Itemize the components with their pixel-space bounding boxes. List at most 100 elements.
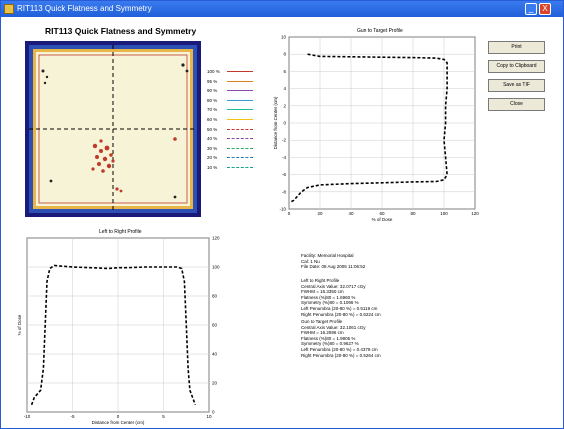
lr-right-penumbra: Right Penumbra (20-80 %) = 0.6224 cm	[301, 311, 381, 317]
x-tick-label: 10	[206, 414, 212, 419]
legend-label: 70 %	[207, 107, 218, 113]
contour-legend: 100 % 95 % 90 % 80 % 70 % 60 % 50 % 40 % 30 % 20 …	[207, 69, 257, 175]
gt-central-axis: Central Axis Value: 32.1061 cGy	[301, 324, 366, 330]
legend-label: 10 %	[207, 164, 218, 170]
y-tick-label: 0	[283, 121, 286, 126]
report-heading: RIT113 Quick Flatness and Symmetry	[45, 26, 197, 36]
y-tick-label: 0	[212, 410, 215, 415]
y-tick-label: 10	[281, 35, 287, 40]
profile-line	[290, 53, 448, 203]
x-tick-label: 100	[440, 211, 448, 216]
facility-text: Facility: Memorial Hospital	[301, 253, 354, 258]
y-tick-label: -6	[282, 172, 286, 177]
facility-info: Facility: Memorial Hospital Cal: 1 Nu Fi…	[301, 253, 365, 270]
legend-swatch	[227, 118, 253, 120]
y-tick-label: 20	[212, 381, 218, 386]
lr-central-axis: Central Axis Value: 32.0717 cGy	[301, 283, 366, 289]
legend-swatch	[227, 80, 253, 82]
gt-fwhm: FWHM = 16.2596 cm	[301, 330, 344, 336]
close-button[interactable]: Close	[488, 98, 545, 111]
app-icon	[4, 4, 14, 14]
legend-swatch	[227, 90, 253, 92]
dose-contour-map	[25, 41, 201, 217]
legend-item: 95 %	[207, 79, 257, 89]
y-tick-label: 4	[283, 86, 286, 91]
y-tick-label: -10	[279, 207, 286, 212]
lr-flatness: Flatness (%)80 = 1.6960 %	[301, 294, 356, 300]
legend-item: 100 %	[207, 69, 257, 79]
y-tick-label: 100	[212, 265, 220, 270]
gun-target-x-label: % of Dose	[372, 217, 393, 222]
y-tick-label: 80	[212, 294, 218, 299]
legend-label: 95 %	[207, 78, 218, 84]
save-as-tif-button[interactable]: Save as TIF	[488, 79, 545, 92]
y-tick-label: 8	[283, 52, 286, 57]
copy-to-clipboard-button[interactable]: Copy to Clipboard	[488, 60, 545, 73]
y-tick-label: 6	[283, 69, 286, 74]
y-tick-label: -2	[282, 138, 286, 143]
gun-target-title: Gun to Target Profile	[357, 28, 403, 34]
x-tick-label: 40	[348, 211, 354, 216]
y-tick-label: 120	[212, 236, 220, 241]
left-right-x-label: Distance from Center (cm)	[92, 420, 145, 425]
legend-item: 80 %	[207, 98, 257, 108]
print-button[interactable]: Print	[488, 41, 545, 54]
legend-swatch	[227, 138, 253, 140]
y-tick-label: 2	[283, 103, 286, 108]
x-tick-label: 80	[410, 211, 416, 216]
legend-swatch	[227, 157, 253, 159]
legend-label: 50 %	[207, 126, 218, 132]
y-tick-label: 40	[212, 352, 218, 357]
minimize-button[interactable]: _	[525, 3, 537, 15]
left-right-y-label: % of Dose	[17, 314, 22, 335]
legend-item: 90 %	[207, 88, 257, 98]
lr-symmetry: Symmetry (%)80 = 0.1096 %	[301, 300, 359, 306]
contour-marks	[41, 63, 189, 199]
gt-flatness: Flatness (%)80 = 1.9905 %	[301, 335, 356, 341]
legend-swatch	[227, 99, 253, 101]
legend-item: 50 %	[207, 127, 257, 137]
x-tick-label: 0	[288, 211, 291, 216]
gt-right-penumbra: Right Penumbra (20-80 %) = 0.5264 cm	[301, 352, 381, 358]
cal-text: Cal: 1 Nu	[301, 258, 320, 264]
left-right-title: Left to Right Profile	[99, 229, 142, 235]
legend-swatch	[227, 128, 253, 130]
x-tick-label: 120	[471, 211, 479, 216]
y-tick-label: 60	[212, 323, 218, 328]
lr-fwhm: FWHM = 16.3350 cm	[301, 289, 344, 295]
y-tick-label: -4	[282, 155, 286, 160]
x-tick-label: -10	[24, 414, 31, 419]
legend-item: 70 %	[207, 107, 257, 117]
close-window-button[interactable]: X	[539, 3, 551, 15]
legend-item: 10 %	[207, 165, 257, 175]
gt-left-penumbra: Left Penumbra (20-80 %) = 0.4379 cm	[301, 346, 378, 352]
left-right-results: Left to Right Profile Central Axis Value…	[301, 278, 381, 317]
legend-swatch	[227, 147, 253, 149]
legend-label: 30 %	[207, 145, 218, 151]
legend-swatch	[227, 166, 253, 168]
window-title: RIT113 Quick Flatness and Symmetry	[17, 4, 152, 13]
x-tick-label: 0	[117, 414, 120, 419]
legend-label: 40 %	[207, 136, 218, 142]
y-tick-label: -8	[282, 189, 286, 194]
x-tick-label: 5	[162, 414, 165, 419]
legend-item: 40 %	[207, 136, 257, 146]
lr-left-penumbra: Left Penumbra (20-80 %) = 0.5119 cm	[301, 305, 378, 311]
file-date-text: File Date: 08 Aug 2005 11:06:52	[301, 264, 366, 270]
legend-item: 30 %	[207, 146, 257, 156]
lr-results-title: Left to Right Profile	[301, 278, 340, 283]
x-tick-label: 60	[379, 211, 385, 216]
x-tick-label: 20	[317, 211, 323, 216]
legend-label: 100 %	[207, 69, 220, 74]
legend-label: 80 %	[207, 97, 218, 103]
gun-target-results: Gun to Target Profile Central Axis Value…	[301, 319, 381, 358]
legend-label: 20 %	[207, 155, 218, 161]
title-bar[interactable]: RIT113 Quick Flatness and Symmetry _ X	[1, 1, 563, 17]
legend-label: 90 %	[207, 88, 218, 94]
legend-label: 60 %	[207, 116, 218, 122]
legend-swatch	[227, 109, 253, 111]
legend-swatch	[227, 71, 253, 72]
